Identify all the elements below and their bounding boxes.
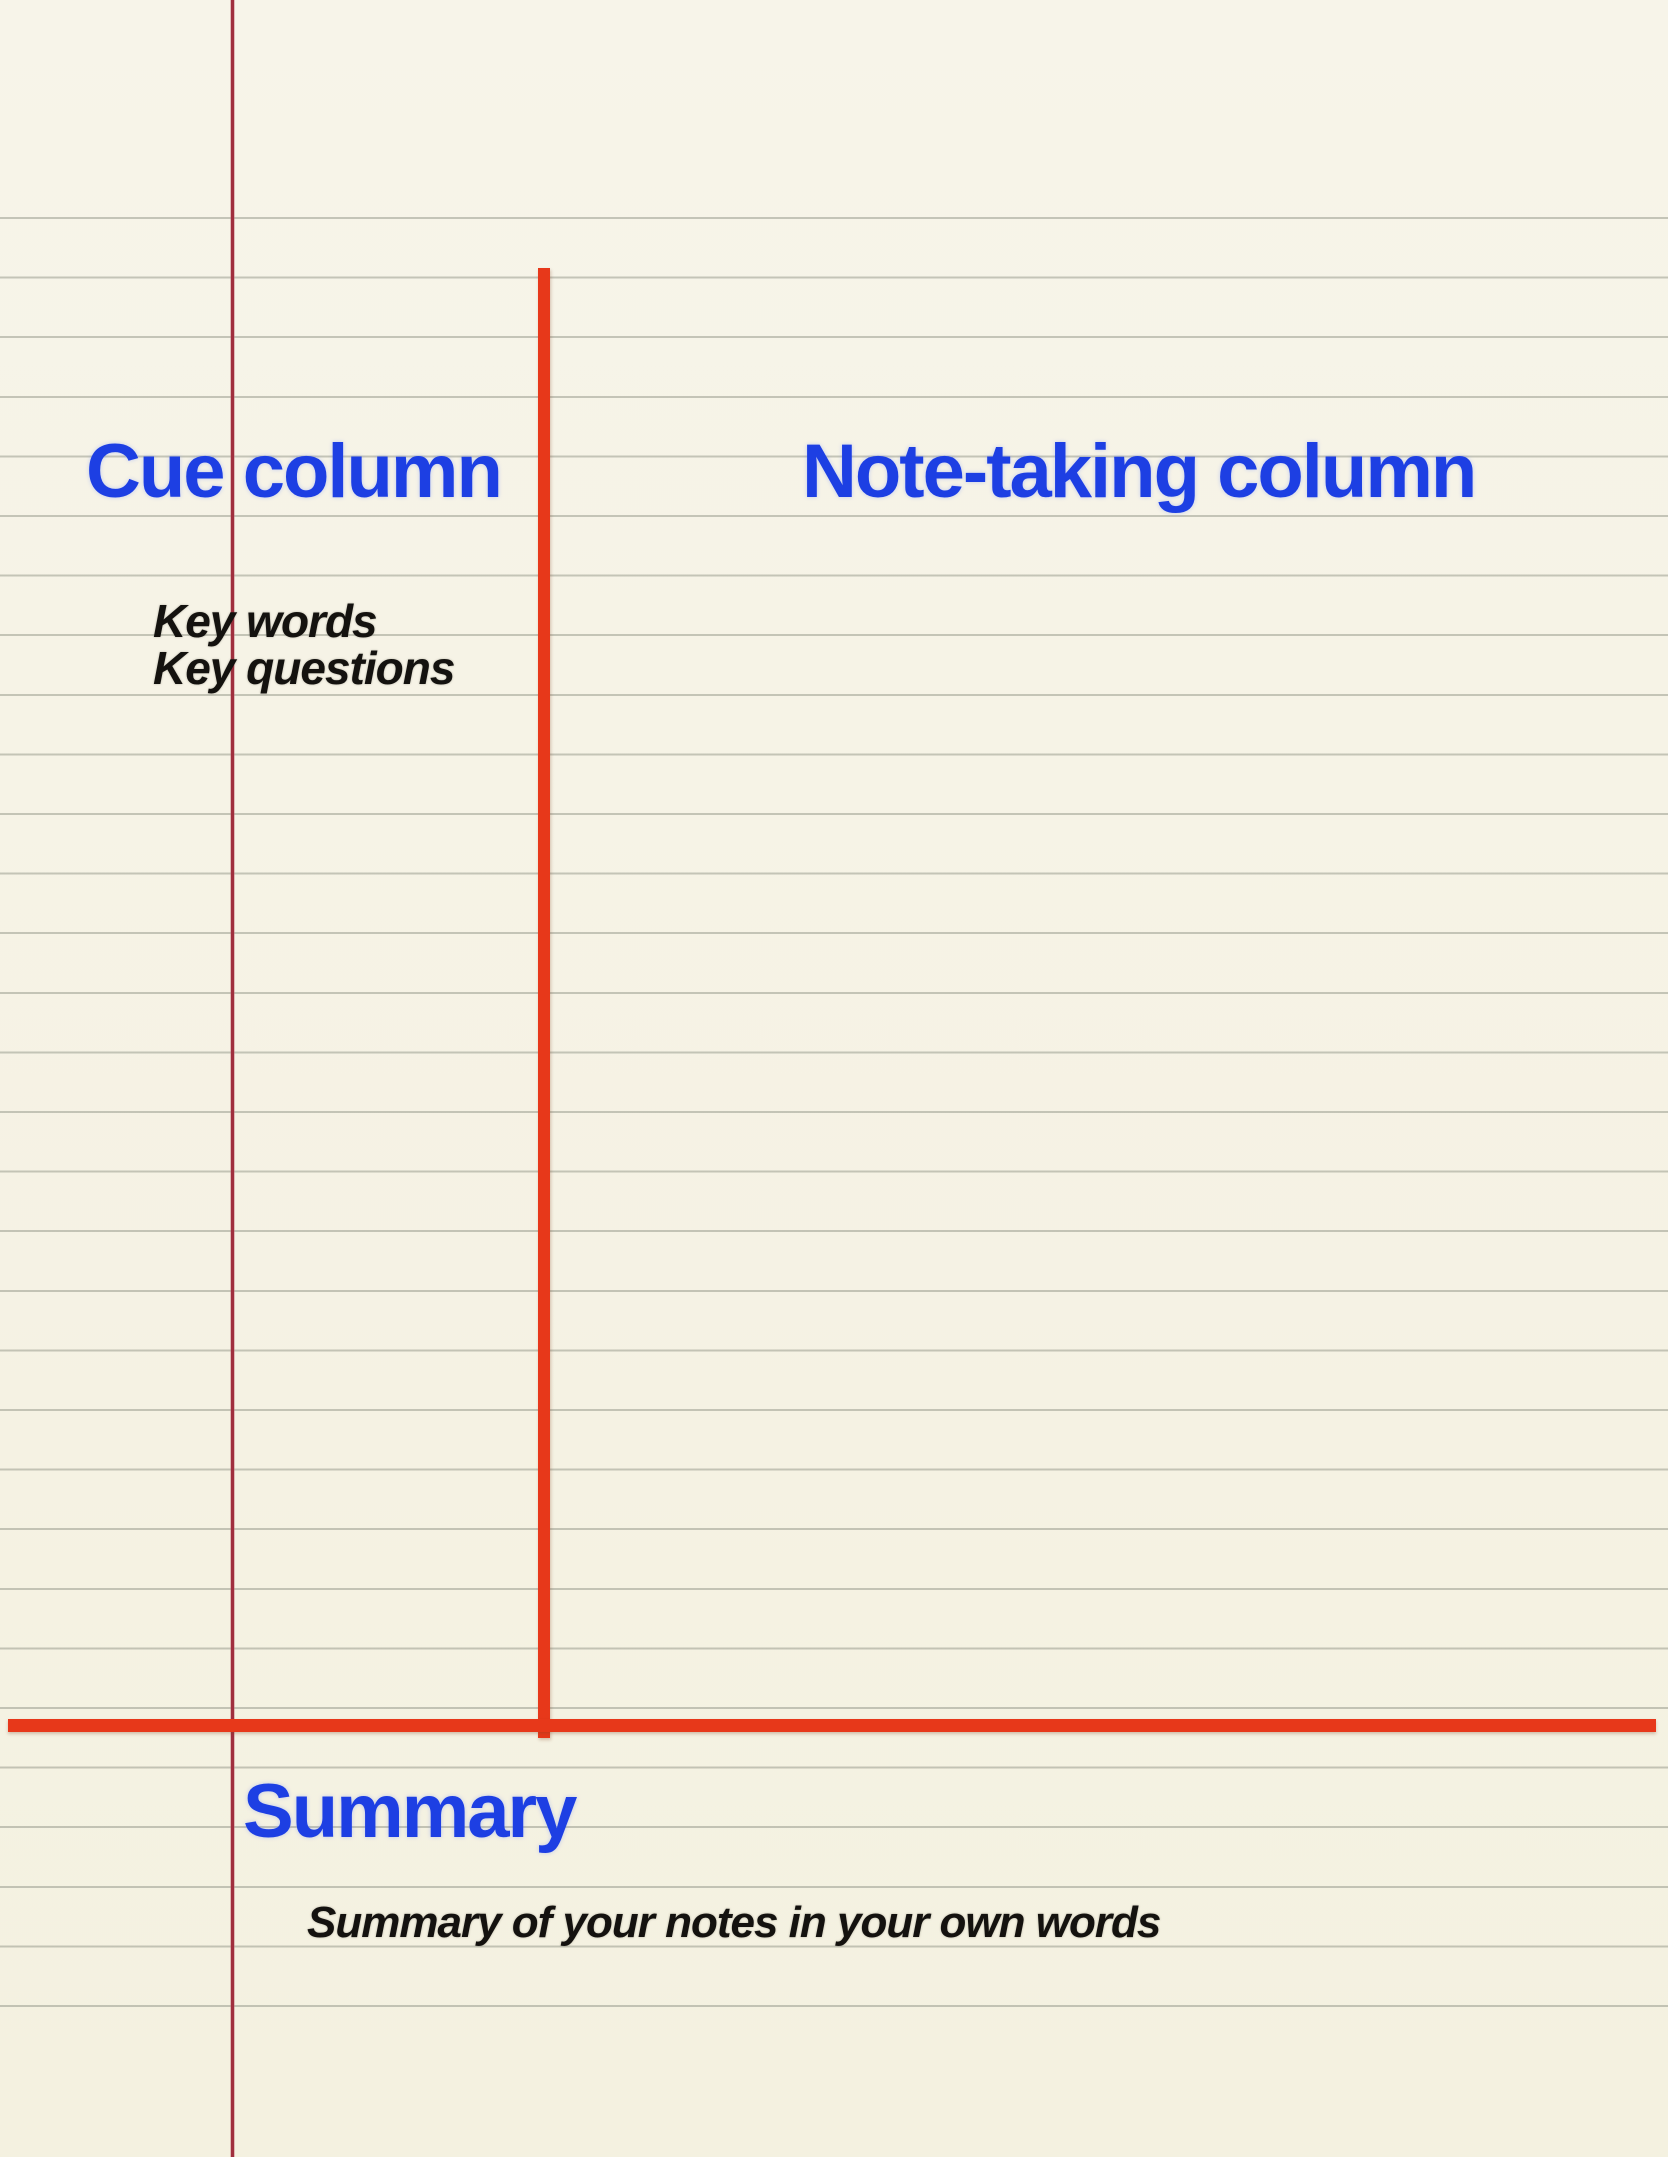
cue-hint-key-words: Key words [153,595,378,647]
cue-column-heading: Cue column [86,429,503,514]
summary-divider-line [8,1719,1656,1732]
cue-column-hints: Key words Key questions [153,595,455,694]
ruled-lines [0,217,1668,2008]
summary-heading: Summary [243,1769,577,1854]
cue-hint-key-questions: Key questions [153,642,455,694]
summary-hint: Summary of your notes in your own words [307,1898,1161,1947]
column-divider-line [538,268,550,1738]
note-taking-column-heading: Note-taking column [802,429,1477,514]
margin-line [231,0,234,2157]
